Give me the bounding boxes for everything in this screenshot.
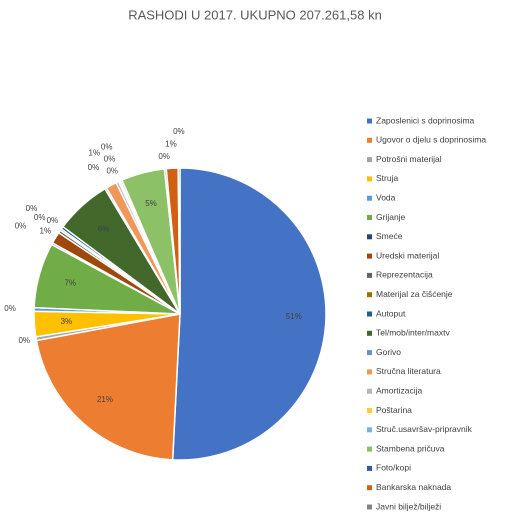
legend-marker [367, 350, 372, 356]
legend-marker [367, 272, 372, 278]
legend-label: Ugovor o djelu s doprinosima [376, 135, 486, 145]
pie-slice [35, 313, 181, 461]
legend-marker [367, 330, 372, 336]
legend-label: Javni biljež/bilježi [376, 501, 441, 511]
legend-marker [367, 215, 372, 220]
legend-label: Voda [376, 192, 396, 202]
legend-label: Struč.usavršav-pripravnik [376, 424, 473, 434]
legend-marker [367, 427, 372, 433]
legend-label: Uredski materijal [376, 250, 439, 260]
value-label: 0% [4, 304, 16, 313]
legend-marker [367, 504, 372, 510]
legend-label: Grijanje [376, 212, 406, 222]
legend-marker [367, 176, 372, 182]
value-label: 21% [97, 395, 113, 404]
legend-label: Gorivo [376, 347, 401, 357]
value-label: 7% [64, 279, 76, 288]
legend-label: Stambena pričuva [376, 443, 445, 453]
value-label: 0% [106, 166, 118, 175]
legend-marker [367, 408, 372, 413]
legend-label: Materijal za čišćenje [376, 289, 453, 299]
legend-label: Stručna literatura [376, 366, 441, 376]
value-label: 0% [88, 163, 100, 172]
legend-marker [367, 253, 372, 259]
value-label: 1% [165, 139, 177, 148]
legend-marker [367, 369, 372, 375]
value-label: 6% [98, 225, 110, 234]
legend-marker [367, 234, 372, 240]
value-label: 5% [145, 199, 157, 208]
legend-marker [367, 485, 372, 491]
legend-label: Poštarina [376, 405, 412, 415]
value-label: 3% [61, 317, 73, 326]
legend-label: Reprezentacija [376, 270, 433, 280]
legend-label: Potrošni materijal [376, 154, 442, 164]
legend-label: Struja [376, 173, 398, 183]
value-label: 51% [286, 312, 302, 321]
legend-marker [367, 157, 372, 163]
legend-marker [367, 465, 372, 471]
legend-marker [367, 195, 372, 201]
legend-label: Tel/mob/inter/maxtv [376, 328, 450, 338]
legend-label: Amortizacija [376, 385, 423, 395]
chart-title: RASHODI U 2017. UKUPNO 207.261,58 kn [128, 7, 382, 22]
value-label: 1% [40, 227, 52, 236]
legend-marker [367, 292, 372, 298]
legend-marker [367, 446, 372, 452]
legend-label: Autoput [376, 308, 406, 318]
pie-slice [177, 167, 181, 315]
value-label: 0% [158, 152, 170, 161]
value-label: 0% [101, 143, 113, 152]
value-label: 0% [47, 216, 59, 225]
value-label: 0% [104, 154, 116, 163]
legend-label: Zaposlenici s doprinosima [376, 115, 475, 125]
value-label: 0% [173, 127, 185, 136]
legend-marker [367, 388, 372, 394]
value-label: 0% [26, 204, 38, 213]
legend-marker [367, 311, 372, 317]
legend-label: Smeće [376, 231, 403, 241]
value-label: 0% [15, 221, 27, 230]
pie-slice [171, 167, 327, 461]
legend-marker [367, 118, 372, 124]
value-label: 0% [18, 336, 30, 345]
legend-label: Bankarska naknada [376, 482, 451, 492]
legend-marker [367, 137, 372, 143]
value-label: 0% [34, 213, 46, 222]
value-label: 1% [89, 149, 101, 158]
legend-label: Foto/kopi [376, 463, 411, 473]
